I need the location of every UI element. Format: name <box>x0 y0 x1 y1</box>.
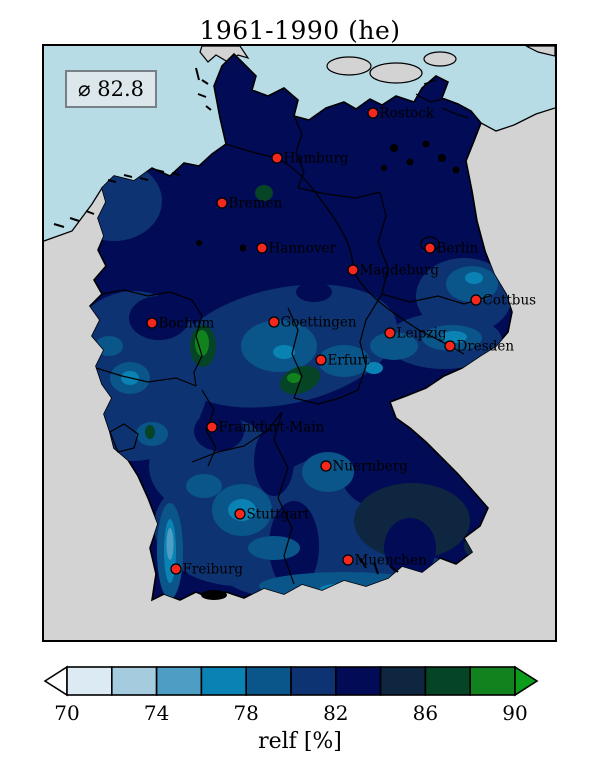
city-label: Bremen <box>229 196 283 212</box>
city-dot <box>315 354 327 366</box>
city-label: Hamburg <box>284 151 349 167</box>
colorbar-tick: 70 <box>54 701 80 725</box>
city: Leipzig <box>384 326 447 342</box>
city: Bremen <box>216 196 283 212</box>
city: Goettingen <box>268 315 357 331</box>
denmark-land <box>199 46 555 84</box>
city-label: Muenchen <box>355 553 427 569</box>
city-label: Rostock <box>380 106 435 122</box>
city: Freiburg <box>170 562 244 578</box>
city-dot <box>320 460 332 472</box>
colorbar-segment <box>424 666 471 696</box>
city: Hamburg <box>271 151 349 167</box>
city: Nuernberg <box>320 459 409 475</box>
city-dot <box>384 327 396 339</box>
colorbar-tick: 74 <box>143 701 170 725</box>
city-label: Hannover <box>269 241 337 257</box>
city-dot <box>470 294 482 306</box>
city-label: Freiburg <box>183 562 244 578</box>
sea <box>44 46 555 241</box>
city: Berlin <box>424 241 479 257</box>
colorbar-segment <box>155 666 203 696</box>
colorbar-segment <box>469 666 516 696</box>
city-dot <box>170 563 182 575</box>
city: Bochum <box>146 316 215 332</box>
city-dot <box>234 508 246 520</box>
city: Rostock <box>367 106 435 122</box>
colorbar-tick: 78 <box>233 701 259 725</box>
city: Muenchen <box>342 553 427 569</box>
germany-contour-map: Rostock Hamburg Bremen Hannover Berlin Magdeb… <box>44 46 555 640</box>
city-label: Bochum <box>159 316 215 332</box>
city-dot <box>342 554 354 566</box>
city: Hannover <box>256 241 337 257</box>
colorbar-segment <box>111 666 158 696</box>
city-label: Dresden <box>457 339 515 355</box>
colorbar-label: relf [%] <box>258 729 342 754</box>
city: Magdeburg <box>347 263 440 279</box>
city-dot <box>256 242 268 254</box>
colorbar-ticks: 70 74 78 82 86 90 <box>0 701 600 727</box>
colorbar-tick: 90 <box>502 701 528 725</box>
city-label: Stuttgart <box>247 507 310 523</box>
city-label: Cottbus <box>483 293 537 309</box>
contour-patches <box>90 161 512 600</box>
city: Stuttgart <box>234 507 310 523</box>
city: Cottbus <box>470 293 537 309</box>
city-dot <box>347 264 359 276</box>
colorbar-segment <box>200 666 247 696</box>
colorbar-under-arrow <box>43 665 68 697</box>
colorbar-segment <box>379 666 427 696</box>
city: Frankfurt-Main <box>206 420 325 436</box>
city-label: Leipzig <box>397 326 447 342</box>
city-label: Frankfurt-Main <box>219 420 325 436</box>
city: Erfurt <box>315 353 370 369</box>
city: Dresden <box>444 339 515 355</box>
colorbar-segment <box>245 666 292 696</box>
colorbar-over-arrow <box>514 665 539 697</box>
city-dot <box>367 107 379 119</box>
colorbar <box>43 665 539 697</box>
colorbar-segment <box>290 666 337 696</box>
city-label: Goettingen <box>281 315 357 331</box>
city-label: Magdeburg <box>360 263 440 279</box>
city-label: Nuernberg <box>333 459 409 475</box>
city-dot <box>268 316 280 328</box>
city-markers: Rostock Hamburg Bremen Hannover Berlin Magdeb… <box>146 106 537 578</box>
city-dot <box>146 317 158 329</box>
city-dot <box>216 197 228 209</box>
city-dot <box>424 242 436 254</box>
city-dot <box>206 421 218 433</box>
colorbar-segment <box>334 666 382 696</box>
map-frame: Rostock Hamburg Bremen Hannover Berlin Magdeb… <box>42 44 557 642</box>
mean-value-box: ⌀ 82.8 <box>65 70 157 108</box>
islands-and-lakes <box>53 67 460 600</box>
city-dot <box>444 340 456 352</box>
city-dot <box>271 152 283 164</box>
city-label: Berlin <box>437 241 479 257</box>
city-label: Erfurt <box>328 353 370 369</box>
figure-title: 1961-1990 (he) <box>199 16 401 45</box>
colorbar-segment <box>66 666 113 696</box>
colorbar-tick: 82 <box>323 701 349 725</box>
coastlines <box>44 107 555 242</box>
colorbar-tick: 86 <box>412 701 439 725</box>
